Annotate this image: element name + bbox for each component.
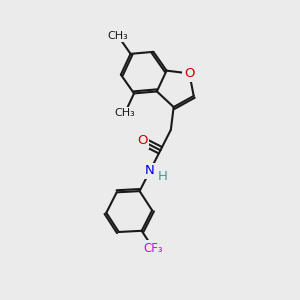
Text: CH₃: CH₃ bbox=[108, 31, 128, 41]
Text: H: H bbox=[157, 170, 167, 183]
Text: N: N bbox=[145, 164, 155, 177]
Text: CF₃: CF₃ bbox=[143, 242, 163, 255]
Text: O: O bbox=[137, 134, 147, 147]
Text: O: O bbox=[184, 67, 195, 80]
Text: CH₃: CH₃ bbox=[114, 108, 135, 118]
